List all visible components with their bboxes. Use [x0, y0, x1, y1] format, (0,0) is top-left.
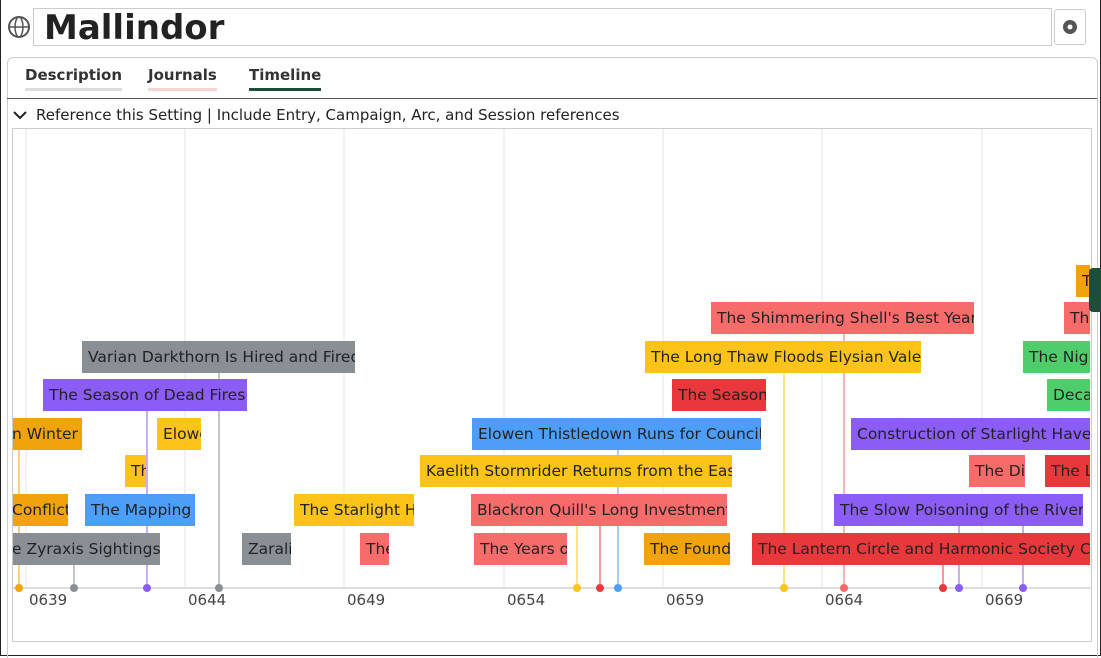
chevron[interactable] [12, 108, 28, 122]
event-dot [15, 584, 23, 592]
timeline-event[interactable]: The Found [644, 533, 730, 565]
timeline-event[interactable]: T [1076, 265, 1090, 297]
timeline-event[interactable]: e Zyraxis Sightings [13, 533, 160, 565]
tick-label: 0669 [985, 591, 1024, 609]
timeline-event[interactable]: Blackron Quill's Long Investment [471, 494, 727, 526]
event-dot [70, 584, 78, 592]
timeline-event[interactable]: The Mapping [85, 494, 195, 526]
event-dot [939, 584, 947, 592]
timeline-event[interactable]: The [360, 533, 389, 565]
timeline-event[interactable]: The Di [969, 455, 1025, 487]
timeline-event[interactable]: The L [1045, 455, 1090, 487]
globe-icon [8, 16, 30, 38]
event-dot [573, 584, 581, 592]
timeline-event[interactable]: Kaelith Stormrider Returns from the East [420, 455, 732, 487]
timeline-event[interactable]: Th [125, 455, 146, 487]
timeline-event[interactable]: The Season [672, 379, 766, 411]
tick-label: 0654 [507, 591, 546, 609]
tab-active[interactable]: Timeline [249, 66, 322, 91]
reference-toggle[interactable]: Reference this Setting | Include Entry, … [36, 106, 620, 124]
timeline-event[interactable]: The Shimmering Shell's Best Year [711, 302, 974, 334]
timeline-event[interactable]: Varian Darkthorn Is Hired and Fired [82, 341, 355, 373]
event-dot [215, 584, 223, 592]
timeline-event[interactable]: Elowen Thistledown Runs for Council [472, 418, 761, 450]
tick-label: 0664 [825, 591, 864, 609]
panel [7, 57, 1098, 658]
event-dot [955, 584, 963, 592]
timeline-event[interactable]: Construction of Starlight Haven [851, 418, 1090, 450]
timeline-event[interactable]: Zarali [242, 533, 291, 565]
tick-label: 0649 [347, 591, 386, 609]
tab[interactable]: Journals [148, 66, 217, 91]
event-dot [1019, 584, 1027, 592]
timeline-event[interactable]: The Nigh [1023, 341, 1090, 373]
event-dot [596, 584, 604, 592]
timeline-event[interactable]: The Season of Dead Fires [43, 379, 247, 411]
timeline-event[interactable]: Deca [1047, 379, 1090, 411]
event-dot [840, 584, 848, 592]
event-dot [143, 584, 151, 592]
tick-label: 0644 [188, 591, 227, 609]
settings-button[interactable] [1054, 9, 1086, 45]
tick-label: 0639 [29, 591, 68, 609]
timeline-event[interactable]: n Winter [13, 418, 82, 450]
tick-label: 0659 [666, 591, 705, 609]
timeline-event[interactable]: The Years o [474, 533, 567, 565]
event-dot [614, 584, 622, 592]
timeline-event[interactable]: Elowe [157, 418, 201, 450]
settings-icon [1063, 20, 1077, 34]
timeline-event[interactable]: Th [1064, 302, 1090, 334]
timeline-event[interactable]: Conflict [13, 494, 68, 526]
divider [7, 98, 1097, 99]
title-input[interactable]: Mallindor [33, 8, 1052, 47]
timeline-event[interactable]: The Starlight Ha [294, 494, 414, 526]
timeline-event[interactable]: The Lantern Circle and Harmonic Society … [752, 533, 1090, 565]
side-handle[interactable] [1089, 268, 1101, 312]
event-dot [780, 584, 788, 592]
timeline-event[interactable]: The Long Thaw Floods Elysian Vale [645, 341, 921, 373]
timeline-event[interactable]: The Slow Poisoning of the River [834, 494, 1083, 526]
timeline: 0639 0644 0649 0654 0659 0664 0669 e Zyraxis Si… [12, 128, 1092, 642]
tab[interactable]: Description [25, 66, 123, 91]
